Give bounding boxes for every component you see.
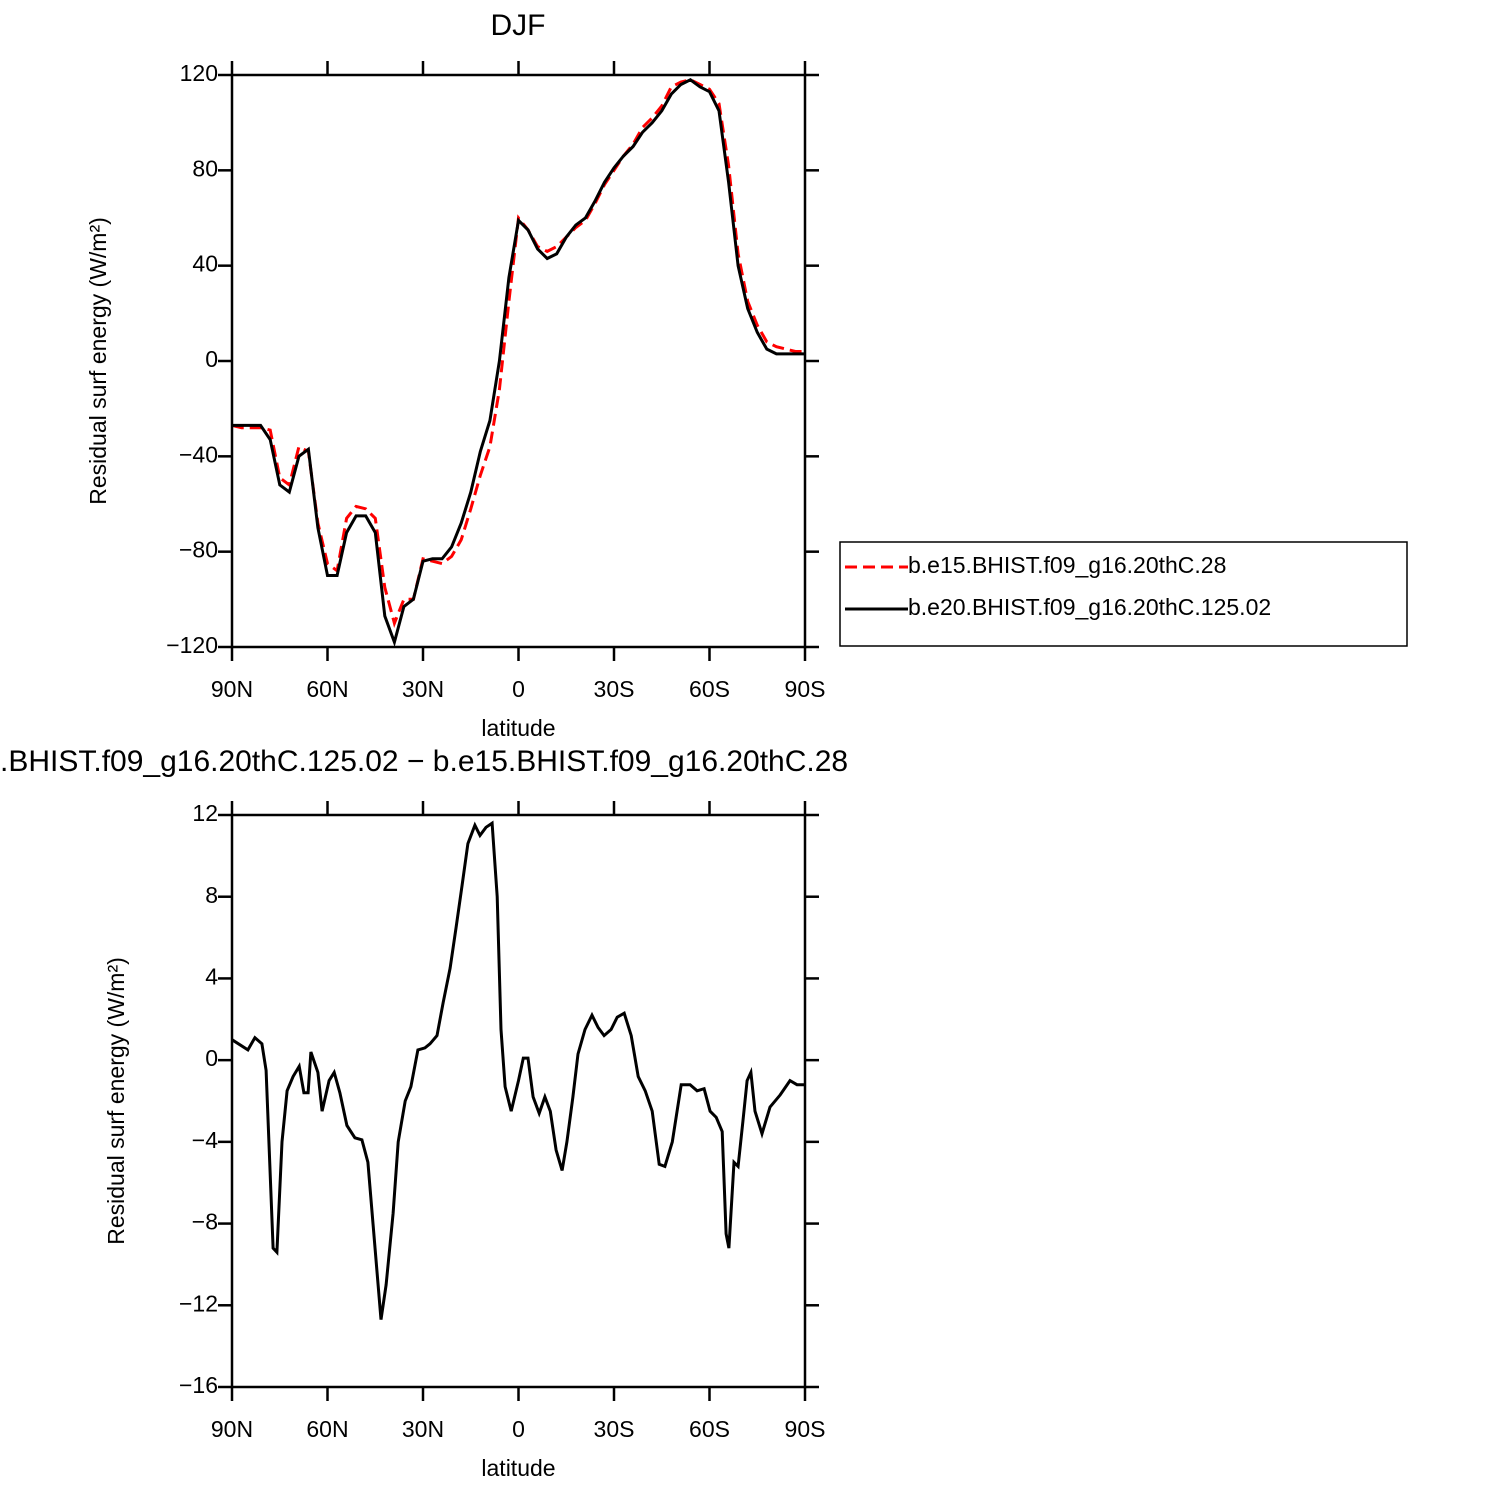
x-tick-label: 90S bbox=[785, 1416, 826, 1442]
y-axis-label: Residual surf energy (W/m²) bbox=[103, 957, 129, 1245]
y-tick-label: 0 bbox=[205, 1045, 218, 1071]
y-tick-label: 8 bbox=[205, 882, 218, 908]
y-tick-label: 120 bbox=[180, 60, 218, 86]
plot-frame bbox=[230, 813, 807, 1389]
y-tick-label: 0 bbox=[205, 346, 218, 372]
chart-title: DJF bbox=[491, 9, 546, 42]
x-tick-label: 90S bbox=[785, 676, 826, 702]
y-axis-label: Residual surf energy (W/m²) bbox=[85, 217, 111, 505]
legend-label: b.e20.BHIST.f09_g16.20thC.125.02 bbox=[908, 594, 1271, 620]
x-tick-label: 30S bbox=[594, 676, 635, 702]
plot-frame bbox=[230, 73, 807, 649]
y-tick-label: −4 bbox=[192, 1127, 218, 1153]
y-tick-label: −8 bbox=[192, 1209, 218, 1235]
y-tick-label: 12 bbox=[192, 800, 218, 826]
legend-label: b.e15.BHIST.f09_g16.20thC.28 bbox=[908, 552, 1226, 578]
x-tick-label: 30S bbox=[594, 1416, 635, 1442]
x-tick-label: 30N bbox=[402, 1416, 444, 1442]
x-tick-label: 90N bbox=[211, 1416, 253, 1442]
x-axis-label: latitude bbox=[481, 1455, 555, 1481]
y-tick-label: 40 bbox=[192, 251, 218, 277]
x-tick-label: 0 bbox=[512, 1416, 525, 1442]
data-line bbox=[232, 78, 805, 648]
y-tick-label: 80 bbox=[192, 155, 218, 181]
y-tick-label: −120 bbox=[166, 632, 218, 658]
x-tick-label: 60S bbox=[689, 1416, 730, 1442]
y-tick-label: −16 bbox=[179, 1372, 218, 1398]
x-tick-label: 30N bbox=[402, 676, 444, 702]
x-tick-label: 60N bbox=[306, 676, 348, 702]
x-tick-label: 60S bbox=[689, 676, 730, 702]
y-tick-label: −40 bbox=[179, 441, 218, 467]
y-tick-label: −80 bbox=[179, 537, 218, 563]
x-tick-label: 0 bbox=[512, 676, 525, 702]
x-axis-label: latitude bbox=[481, 715, 555, 741]
x-tick-label: 90N bbox=[211, 676, 253, 702]
x-tick-label: 60N bbox=[306, 1416, 348, 1442]
y-tick-label: 4 bbox=[205, 964, 218, 990]
y-tick-label: −12 bbox=[179, 1290, 218, 1316]
data-line bbox=[231, 820, 805, 1320]
legend-box bbox=[839, 541, 1408, 647]
chart-title: .BHIST.f09_g16.20thC.125.02 − b.e15.BHIS… bbox=[0, 745, 848, 778]
data-line bbox=[231, 78, 805, 628]
